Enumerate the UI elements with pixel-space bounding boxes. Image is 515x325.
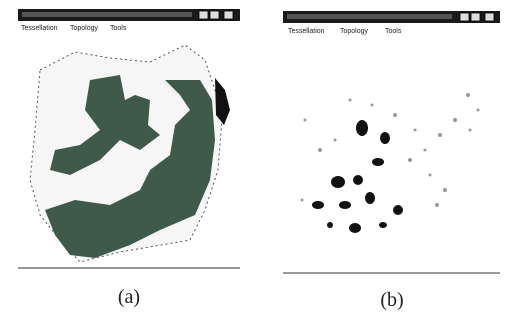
menu-item[interactable]: Tessellation [288, 28, 325, 35]
menu-item[interactable]: Tessellation [21, 25, 58, 32]
maximize-button[interactable] [210, 11, 219, 19]
minimize-button[interactable] [460, 13, 469, 21]
maximize-button[interactable] [471, 13, 480, 21]
page: Tessellation Topology Tools (a) Tessella… [0, 0, 515, 325]
window-a: Tessellation Topology Tools (a) [18, 9, 240, 308]
menu-item[interactable]: Tools [110, 25, 127, 32]
close-button[interactable] [224, 11, 233, 19]
menu-item[interactable]: Tools [385, 28, 402, 35]
caption: (b) [380, 289, 403, 311]
caption: (a) [118, 286, 140, 308]
scatter-dots [301, 93, 480, 207]
title-text-blur [22, 12, 192, 17]
close-button[interactable] [485, 13, 494, 21]
cluster-blobs [312, 120, 403, 233]
minimize-button[interactable] [199, 11, 208, 19]
figure: Tessellation Topology Tools (a) Tessella… [0, 0, 515, 325]
menu-item[interactable]: Topology [340, 28, 369, 35]
title-text-blur [287, 14, 452, 19]
window-b: Tessellation Topology Tools (b) [283, 11, 500, 311]
menu-item[interactable]: Topology [70, 25, 99, 32]
